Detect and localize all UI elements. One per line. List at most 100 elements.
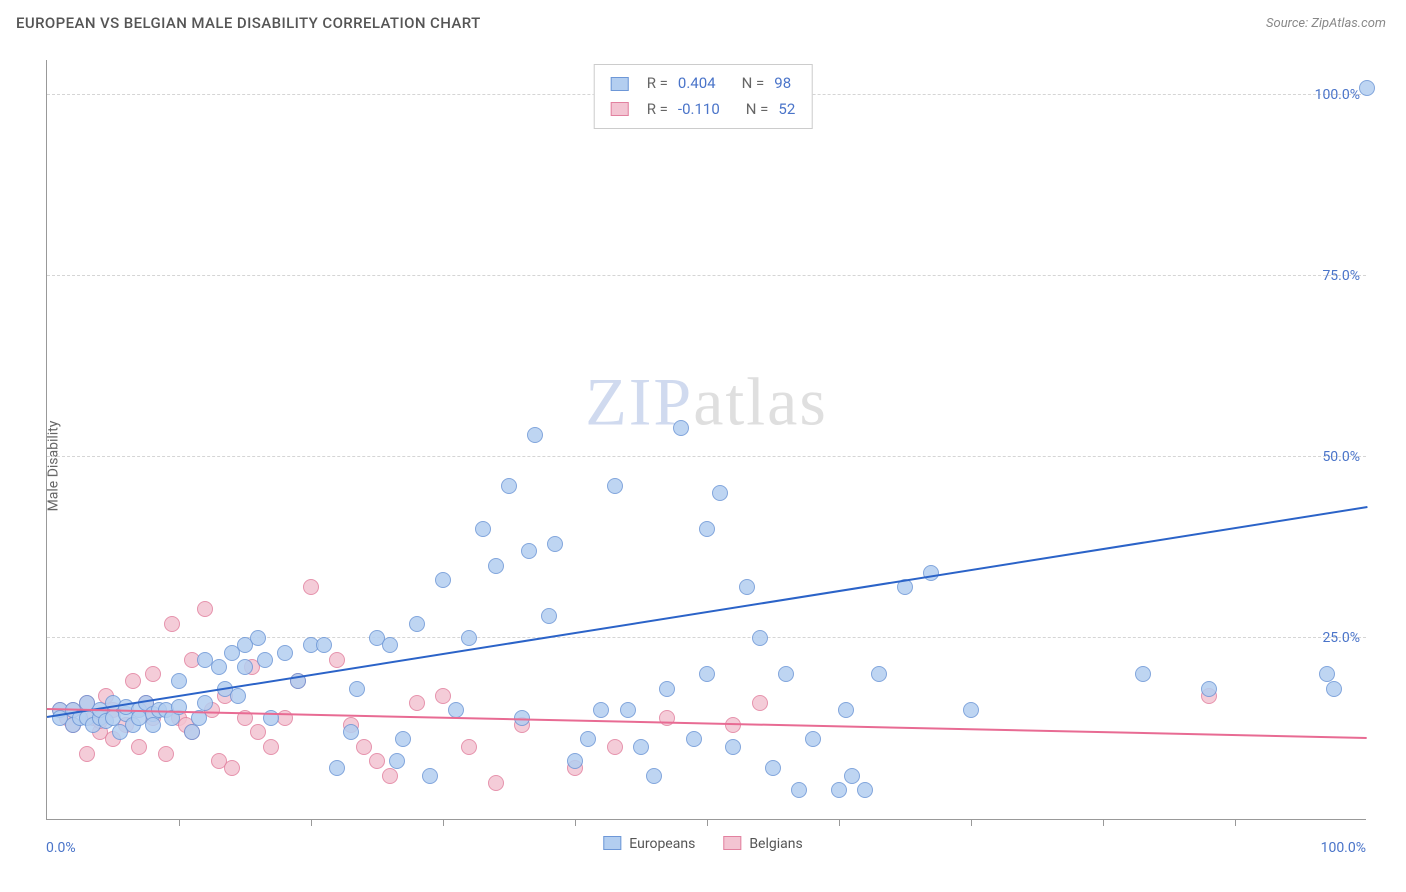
x-tick xyxy=(1235,819,1236,826)
y-tick-label: 100.0% xyxy=(1315,87,1360,103)
legend-swatch xyxy=(611,77,629,91)
scatter-point xyxy=(409,616,425,632)
scatter-point xyxy=(541,608,557,624)
legend-label: Belgians xyxy=(749,836,802,852)
legend-swatch xyxy=(611,102,629,116)
scatter-point xyxy=(521,543,537,559)
scatter-point xyxy=(712,485,728,501)
scatter-point xyxy=(303,579,319,595)
scatter-point xyxy=(250,630,266,646)
scatter-point xyxy=(501,478,517,494)
scatter-point xyxy=(659,681,675,697)
scatter-point xyxy=(699,521,715,537)
y-tick-label: 50.0% xyxy=(1322,449,1360,465)
legend-swatch xyxy=(603,836,621,850)
scatter-point xyxy=(125,673,141,689)
scatter-point xyxy=(409,695,425,711)
y-tick-label: 75.0% xyxy=(1322,268,1360,284)
x-tick xyxy=(575,819,576,826)
watermark: ZIPatlas xyxy=(585,362,828,441)
x-tick xyxy=(311,819,312,826)
scatter-point xyxy=(725,739,741,755)
scatter-point xyxy=(607,478,623,494)
x-axis-min-label: 0.0% xyxy=(46,840,76,856)
scatter-point xyxy=(382,637,398,653)
scatter-point xyxy=(475,521,491,537)
scatter-point xyxy=(382,768,398,784)
scatter-point xyxy=(250,724,266,740)
scatter-point xyxy=(739,579,755,595)
scatter-point xyxy=(435,688,451,704)
x-tick xyxy=(443,819,444,826)
scatter-point xyxy=(461,630,477,646)
scatter-point xyxy=(263,739,279,755)
plot-region: ZIPatlas 25.0%50.0%75.0%100.0% xyxy=(46,60,1366,820)
scatter-point xyxy=(356,739,372,755)
stat-n-label: N = xyxy=(742,71,765,97)
scatter-point xyxy=(805,731,821,747)
legend-item: Europeans xyxy=(603,836,695,852)
scatter-point xyxy=(145,717,161,733)
scatter-point xyxy=(131,739,147,755)
stat-r-label: R = xyxy=(647,71,668,97)
scatter-point xyxy=(1135,666,1151,682)
scatter-point xyxy=(329,652,345,668)
scatter-point xyxy=(79,746,95,762)
chart-area: Male Disability ZIPatlas 25.0%50.0%75.0%… xyxy=(0,40,1406,892)
stats-legend-box: R = 0.404N = 98R = -0.110N = 52 xyxy=(594,64,813,129)
scatter-point xyxy=(752,695,768,711)
scatter-point xyxy=(620,702,636,718)
scatter-point xyxy=(1326,681,1342,697)
x-tick xyxy=(707,819,708,826)
scatter-point xyxy=(369,753,385,769)
scatter-point xyxy=(277,645,293,661)
scatter-point xyxy=(567,753,583,769)
legend-item: Belgians xyxy=(723,836,802,852)
scatter-point xyxy=(343,724,359,740)
series-legend: Europeans Belgians xyxy=(603,836,802,852)
scatter-point xyxy=(197,601,213,617)
scatter-point xyxy=(230,688,246,704)
scatter-point xyxy=(171,673,187,689)
scatter-point xyxy=(1201,681,1217,697)
scatter-point xyxy=(237,659,253,675)
scatter-point xyxy=(158,746,174,762)
scatter-point xyxy=(422,768,438,784)
scatter-point xyxy=(752,630,768,646)
scatter-point xyxy=(461,739,477,755)
scatter-point xyxy=(607,739,623,755)
legend-swatch xyxy=(723,836,741,850)
scatter-point xyxy=(488,775,504,791)
stat-r-value: -0.110 xyxy=(678,97,720,123)
scatter-point xyxy=(765,760,781,776)
x-tick xyxy=(839,819,840,826)
x-axis-max-label: 100.0% xyxy=(1321,840,1366,856)
scatter-point xyxy=(527,427,543,443)
scatter-point xyxy=(778,666,794,682)
x-tick xyxy=(1103,819,1104,826)
scatter-point xyxy=(646,768,662,784)
scatter-point xyxy=(1359,80,1375,96)
scatter-point xyxy=(686,731,702,747)
scatter-point xyxy=(857,782,873,798)
stats-row: R = 0.404N = 98 xyxy=(611,71,796,97)
scatter-point xyxy=(389,753,405,769)
chart-title: EUROPEAN VS BELGIAN MALE DISABILITY CORR… xyxy=(16,14,481,32)
scatter-point xyxy=(831,782,847,798)
stats-row: R = -0.110N = 52 xyxy=(611,97,796,123)
scatter-point xyxy=(547,536,563,552)
scatter-point xyxy=(791,782,807,798)
scatter-point xyxy=(435,572,451,588)
scatter-point xyxy=(316,637,332,653)
scatter-point xyxy=(184,724,200,740)
gridline-h xyxy=(47,456,1366,457)
stat-n-value: 98 xyxy=(774,71,791,97)
source-attribution: Source: ZipAtlas.com xyxy=(1266,16,1386,31)
scatter-point xyxy=(838,702,854,718)
scatter-point xyxy=(488,558,504,574)
x-tick xyxy=(971,819,972,826)
scatter-point xyxy=(395,731,411,747)
scatter-point xyxy=(963,702,979,718)
scatter-point xyxy=(145,666,161,682)
scatter-point xyxy=(224,760,240,776)
